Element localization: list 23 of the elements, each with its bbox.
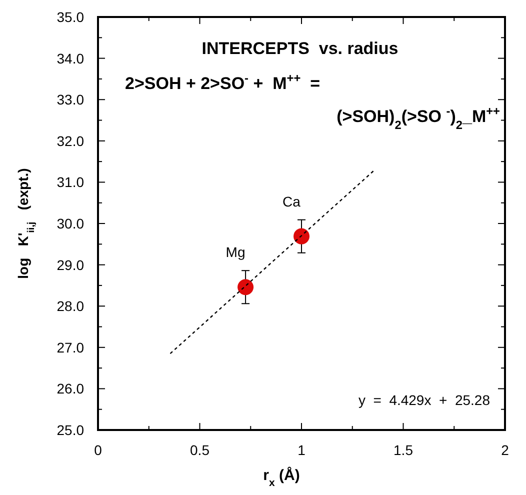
y-tick-label: 32.0 (56, 132, 84, 149)
y-tick-label: 34.0 (56, 50, 84, 66)
annotation: Ca (282, 193, 301, 210)
y-tick-label: 33.0 (56, 92, 84, 108)
y-tick-label: 27.0 (56, 339, 84, 356)
x-axis-title: r$_{x}$ (Å) (263, 466, 300, 489)
text: INTERCEPTS vs. radius (202, 39, 398, 58)
x-tick-label: 0.5 (190, 442, 210, 458)
y-tick-label: 35.0 (56, 9, 84, 25)
y-tick-label: 25.0 (56, 422, 84, 438)
y-tick-label: 30.0 (56, 216, 84, 232)
annotation: Mg (226, 244, 246, 260)
x-tick-label: 1.5 (394, 442, 414, 458)
y-tick-label: 31.0 (56, 174, 84, 190)
annotation: 2>SOH + 2>SO$^{-}$ + M$^{++}$ = (125, 71, 320, 93)
x-tick-label: 2 (501, 442, 510, 458)
y-tick-label: 29.0 (56, 256, 84, 273)
y-tick-label: 28.0 (56, 298, 84, 314)
annotation: y = 4.429x + 25.28 (358, 392, 490, 408)
x-tick-label: 0 (94, 442, 102, 458)
y-tick-label: 26.0 (56, 380, 84, 397)
annotation: (>SOH)$_{2}$(>SO $^{-}$)$_{2}$_M$^{++}$ (336, 104, 500, 132)
x-tick-label: 1 (298, 442, 306, 458)
